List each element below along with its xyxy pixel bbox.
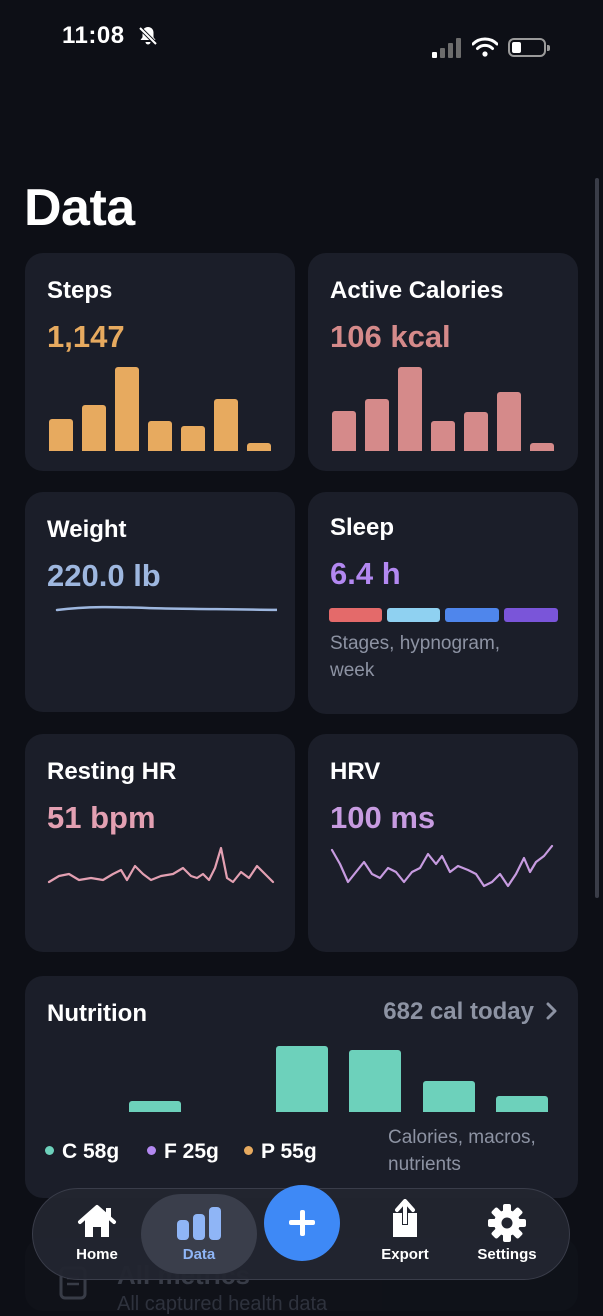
chart-bar: [398, 367, 422, 451]
wifi-icon: [472, 37, 498, 57]
tab-settings[interactable]: Settings: [457, 1189, 557, 1279]
bar-chart-icon: [177, 1207, 221, 1240]
chart-bar: [431, 420, 455, 451]
nutrition-bar: [349, 1049, 401, 1112]
all-metrics-subtitle: All captured health data: [117, 1293, 328, 1315]
chevron-right-icon: [546, 1002, 557, 1020]
card-title: Sleep: [330, 514, 395, 541]
chart-bar: [49, 419, 73, 451]
tab-bar: Home Data Export: [32, 1185, 570, 1280]
resting-hr-value: 51 bpm: [47, 800, 156, 835]
nutrition-bar: [422, 1080, 475, 1112]
plus-icon: [299, 1210, 305, 1236]
bell-slash-icon: [138, 26, 158, 46]
chart-bar: [148, 420, 172, 451]
status-time: 11:08: [62, 22, 125, 49]
chart-bar: [181, 425, 205, 451]
resting-hr-sparkline: [47, 846, 275, 884]
tab-label: Data: [182, 1246, 216, 1263]
sleep-stage-core: [445, 608, 499, 622]
tab-label: Home: [76, 1246, 118, 1263]
protein-dot: [244, 1145, 253, 1155]
weight-card[interactable]: Weight 220.0 lb: [25, 492, 295, 712]
house-icon: [78, 1205, 116, 1237]
steps-value: 1,147: [47, 319, 125, 354]
steps-card[interactable]: Steps 1,147: [25, 253, 295, 471]
sleep-card[interactable]: Sleep 6.4 h Stages, hypnogram, week: [308, 492, 578, 714]
tab-label: Export: [381, 1246, 429, 1263]
macro-label: F 25g: [164, 1140, 219, 1163]
cellular-signal-icon: [432, 38, 461, 58]
hrv-value: 100 ms: [330, 800, 436, 835]
scroll-indicator[interactable]: [595, 178, 599, 898]
hrv-sparkline: [330, 844, 554, 888]
nutrition-card[interactable]: Nutrition 682 cal today C 58g F 25g P 55…: [25, 976, 578, 1198]
sleep-note: Stages, hypnogram, week: [330, 633, 501, 681]
hrv-card[interactable]: HRV 100 ms: [308, 734, 578, 952]
tab-export[interactable]: Export: [355, 1189, 455, 1279]
fat-dot: [147, 1145, 156, 1155]
page-title: Data: [24, 179, 135, 237]
tab-data[interactable]: Data: [149, 1189, 249, 1279]
tab-label: Settings: [477, 1246, 537, 1263]
card-title: Resting HR: [47, 758, 177, 785]
carbs-dot: [45, 1145, 54, 1155]
chart-bar: [214, 398, 238, 451]
macro-carbs: C 58g: [45, 1140, 119, 1164]
chart-bar: [115, 367, 139, 451]
nutrition-summary-text: 682 cal today: [383, 998, 534, 1025]
card-title: Nutrition: [47, 1000, 147, 1027]
card-title: HRV: [330, 758, 381, 785]
nutrition-bar: [496, 1096, 548, 1112]
tab-home[interactable]: Home: [47, 1189, 147, 1279]
chart-bar: [497, 392, 521, 451]
chart-bar: [82, 404, 106, 451]
chart-bar: [464, 412, 488, 451]
steps-bar-chart: [49, 367, 279, 451]
nutrition-note: Calories, macros, nutrients: [388, 1127, 536, 1175]
card-title: Weight: [47, 516, 127, 543]
chart-bar: [247, 442, 271, 451]
sleep-stage-deep: [504, 608, 558, 622]
calories-value: 106 kcal: [330, 319, 451, 354]
macro-label: P 55g: [261, 1140, 317, 1163]
active-calories-card[interactable]: Active Calories 106 kcal: [308, 253, 578, 471]
nutrition-bar: [275, 1046, 328, 1112]
weight-trend-line: [55, 605, 277, 612]
card-title: Active Calories: [330, 277, 504, 304]
gear-icon: [488, 1204, 526, 1242]
sleep-stage-rem: [387, 608, 440, 622]
battery-icon: [508, 38, 550, 57]
chart-bar: [332, 410, 356, 451]
add-button[interactable]: [264, 1185, 340, 1261]
macro-protein: P 55g: [244, 1140, 317, 1164]
resting-hr-card[interactable]: Resting HR 51 bpm: [25, 734, 295, 952]
share-icon: [393, 1199, 417, 1237]
weight-value: 220.0 lb: [47, 558, 161, 593]
calories-bar-chart: [332, 367, 562, 451]
sleep-value: 6.4 h: [330, 556, 401, 591]
macro-fat: F 25g: [147, 1140, 219, 1164]
card-title: Steps: [47, 277, 113, 304]
chart-bar: [530, 442, 554, 451]
nutrition-bar-chart: [55, 1044, 555, 1112]
macro-label: C 58g: [62, 1140, 120, 1163]
nutrition-bar: [128, 1101, 181, 1112]
sleep-stage-awake: [329, 608, 382, 622]
chart-bar: [365, 398, 389, 451]
nutrition-summary[interactable]: 682 cal today: [383, 998, 558, 1026]
